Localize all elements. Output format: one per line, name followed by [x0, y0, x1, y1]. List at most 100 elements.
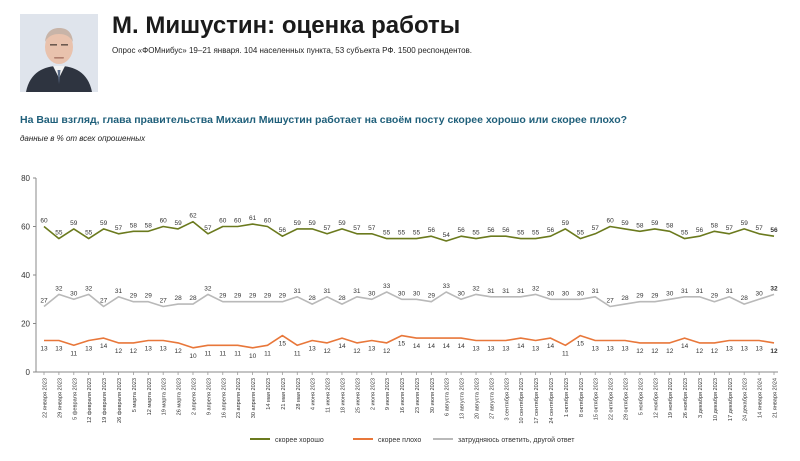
x-tick-label: 19 ноября 2023 — [668, 378, 674, 418]
data-label: 12 — [130, 348, 138, 355]
data-label: 32 — [472, 285, 480, 292]
page-title: М. Мишустин: оценка работы — [112, 12, 461, 39]
data-label: 31 — [115, 288, 123, 295]
data-label: 31 — [502, 288, 510, 295]
data-label: 59 — [562, 220, 570, 227]
data-label: 55 — [532, 230, 540, 237]
x-tick-label: 28 мая 2023 — [296, 378, 302, 410]
data-label: 31 — [592, 288, 600, 295]
data-label: 13 — [160, 345, 168, 352]
data-label: 32 — [85, 285, 93, 292]
survey-subtitle: Опрос «ФОМнибус» 19–21 января. 104 насел… — [112, 46, 473, 55]
data-label: 14 — [681, 343, 689, 350]
x-tick-label: 12 февраля 2023 — [87, 378, 93, 423]
series-line-1 — [43, 220, 775, 242]
data-label: 12 — [115, 348, 123, 355]
data-label: 12 — [770, 348, 778, 355]
data-label: 13 — [472, 345, 480, 352]
data-label: 13 — [621, 345, 629, 352]
x-tick-label: 3 декабря 2023 — [698, 378, 704, 418]
data-label: 32 — [770, 285, 778, 292]
data-label: 30 — [368, 290, 376, 297]
series-line-2 — [44, 334, 775, 349]
x-tick-label: 14 мая 2023 — [266, 378, 272, 410]
legend-label: скорее хорошо — [275, 437, 324, 444]
data-label: 31 — [726, 288, 734, 295]
data-label: 57 — [755, 225, 763, 232]
x-tick-label: 17 сентября 2023 — [534, 378, 540, 424]
y-tick-label: 80 — [21, 174, 30, 183]
x-tick-label: 22 октября 2023 — [609, 378, 615, 420]
data-label: 59 — [70, 220, 78, 227]
data-label: 57 — [592, 225, 600, 232]
x-tick-label: 29 января 2023 — [57, 378, 63, 418]
data-label: 55 — [472, 230, 480, 237]
x-tick-label: 3 сентября 2023 — [504, 378, 510, 421]
x-tick-label: 23 апреля 2023 — [236, 378, 242, 418]
data-label: 11 — [70, 350, 77, 357]
data-label: 27 — [40, 298, 48, 305]
data-label: 28 — [309, 295, 317, 302]
data-label: 28 — [338, 295, 346, 302]
data-label: 14 — [428, 343, 436, 350]
legend-label: скорее плохо — [378, 437, 421, 444]
data-note: данные в % от всех опрошенных — [20, 134, 146, 143]
data-label: 14 — [100, 343, 108, 350]
data-label: 32 — [55, 285, 63, 292]
data-label: 59 — [338, 220, 346, 227]
x-tick-label: 13 августа 2023 — [460, 378, 466, 419]
data-label: 31 — [487, 288, 495, 295]
x-tick-label: 14 января 2024 — [758, 378, 764, 418]
series-line-3 — [43, 291, 775, 308]
data-label: 14 — [443, 343, 451, 350]
data-label: 57 — [115, 225, 123, 232]
data-label: 14 — [458, 343, 466, 350]
data-label: 27 — [100, 298, 108, 305]
survey-question: На Ваш взгляд, глава правительства Михаи… — [20, 114, 628, 126]
data-label: 57 — [353, 225, 361, 232]
data-label: 30 — [577, 290, 585, 297]
data-label: 56 — [458, 227, 466, 234]
data-label: 57 — [368, 225, 376, 232]
data-label: 32 — [532, 285, 540, 292]
data-label: 56 — [696, 227, 704, 234]
data-label: 59 — [621, 220, 629, 227]
data-label: 55 — [85, 230, 93, 237]
data-label: 57 — [204, 225, 212, 232]
data-label: 12 — [666, 348, 674, 355]
data-label: 13 — [85, 345, 93, 352]
data-label: 11 — [294, 350, 301, 357]
x-tick-label: 5 марта 2023 — [132, 378, 138, 412]
x-tick-label: 12 ноября 2023 — [653, 378, 659, 418]
x-tick-label: 25 июня 2023 — [355, 378, 361, 413]
data-label: 56 — [770, 227, 778, 234]
data-label: 13 — [726, 345, 734, 352]
x-tick-label: 27 августа 2023 — [489, 378, 495, 419]
data-label: 28 — [189, 295, 197, 302]
x-tick-label: 5 ноября 2023 — [638, 378, 644, 415]
data-label: 54 — [443, 232, 451, 239]
data-label: 31 — [353, 288, 361, 295]
data-label: 12 — [696, 348, 704, 355]
data-label: 29 — [651, 293, 659, 300]
data-label: 55 — [517, 230, 525, 237]
data-label: 11 — [205, 350, 212, 357]
x-tick-label: 8 октября 2023 — [579, 378, 585, 417]
x-tick-label: 23 июля 2023 — [415, 378, 421, 413]
data-label: 11 — [234, 350, 241, 357]
data-label: 31 — [294, 288, 302, 295]
data-label: 56 — [547, 227, 555, 234]
data-label: 59 — [741, 220, 749, 227]
data-label: 13 — [55, 345, 63, 352]
data-label: 10 — [249, 353, 257, 360]
data-label: 29 — [219, 293, 227, 300]
data-label: 60 — [607, 218, 615, 225]
data-label: 30 — [413, 290, 421, 297]
data-label: 27 — [607, 298, 615, 305]
data-label: 15 — [279, 341, 287, 348]
data-label: 29 — [249, 293, 257, 300]
data-label: 33 — [443, 283, 451, 290]
data-label: 55 — [55, 230, 63, 237]
data-label: 11 — [219, 350, 226, 357]
data-label: 31 — [517, 288, 525, 295]
